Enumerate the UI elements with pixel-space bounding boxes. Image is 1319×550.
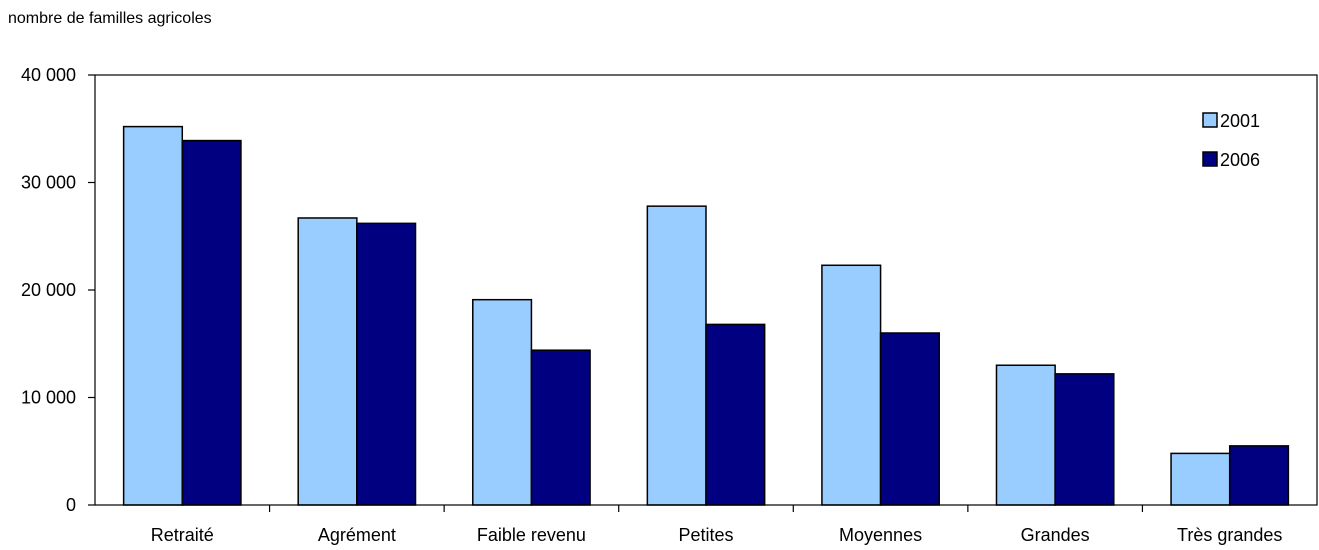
legend-label-2001: 2001 — [1220, 111, 1260, 131]
bar-2001-5 — [995, 364, 1056, 506]
bar-2006-0 — [181, 139, 242, 506]
legend-swatch-2001 — [1202, 112, 1218, 128]
bar-2001-6 — [1170, 452, 1231, 506]
category-labels: Retraité Agrément Faible revenu Petites Moye… — [151, 505, 1282, 545]
bar-2006-3 — [705, 323, 766, 506]
y-tick-label: 10 000 — [21, 388, 76, 408]
category-label: Petites — [678, 525, 733, 545]
bar-2006-1 — [356, 222, 417, 506]
plot-area — [94, 74, 1318, 506]
bar-2006-4 — [879, 332, 940, 506]
bars — [122, 125, 1290, 506]
bar-2006-6 — [1228, 445, 1290, 506]
y-tick-label: 40 000 — [21, 65, 76, 85]
bar-2001-4 — [821, 264, 882, 506]
category-label: Très grandes — [1177, 525, 1282, 545]
bar-2001-0 — [122, 125, 184, 506]
legend-swatch-2006 — [1202, 151, 1218, 167]
y-tick-label: 20 000 — [21, 280, 76, 300]
category-label: Faible revenu — [477, 525, 586, 545]
category-label: Moyennes — [839, 525, 922, 545]
bar-2001-3 — [646, 205, 707, 506]
category-label: Retraité — [151, 525, 214, 545]
y-tick-label: 0 — [66, 495, 76, 515]
bar-2001-1 — [297, 217, 358, 506]
legend-label-2006: 2006 — [1220, 150, 1260, 170]
y-axis-ticks: 0 10 000 20 000 30 000 40 000 — [21, 65, 95, 515]
y-tick-label: 30 000 — [21, 173, 76, 193]
legend: 2001 2006 — [1202, 111, 1260, 170]
bar-2006-5 — [1054, 373, 1115, 506]
bar-2006-2 — [530, 349, 591, 506]
category-label: Grandes — [1021, 525, 1090, 545]
category-label: Agrément — [318, 525, 396, 545]
y-axis-label: nombre de familles agricoles — [8, 10, 212, 27]
bar-2001-2 — [472, 298, 533, 506]
